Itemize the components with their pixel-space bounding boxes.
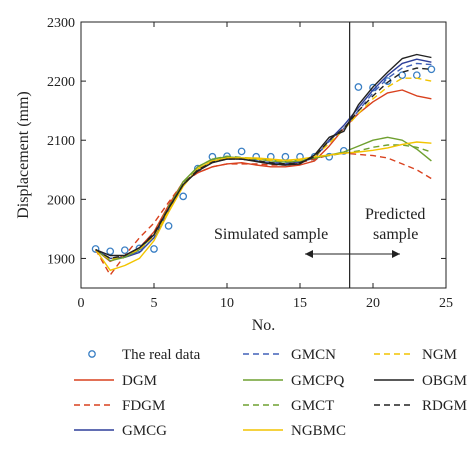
legend-label-rdgm: RDGM <box>422 398 467 414</box>
legend-label-gmcg: GMCG <box>122 423 167 439</box>
y-tick-label: 2100 <box>47 134 75 149</box>
y-axis-title: Displacement (mm) <box>15 91 32 219</box>
legend-label-ngbmc: NGBMC <box>291 423 346 439</box>
plot-area <box>91 53 436 276</box>
x-tick-label: 5 <box>151 296 158 311</box>
legend: The real data DGM FDGM GMCG GMCN GMCPQ GMCT NGB… <box>74 347 467 439</box>
data-point-the-real-data <box>208 152 217 161</box>
x-tick-label: 20 <box>366 296 380 311</box>
annotation-simulated: Simulated sample <box>214 226 328 243</box>
x-tick-label: 10 <box>220 296 234 311</box>
data-point-the-real-data <box>412 71 421 80</box>
legend-label-fdgm: FDGM <box>122 398 165 414</box>
legend-label-dgm: DGM <box>122 373 157 389</box>
data-point-the-real-data <box>120 246 129 255</box>
series-line-rdgm <box>95 67 432 260</box>
x-tick-label: 15 <box>293 296 307 311</box>
series-line-gmcn <box>95 62 432 261</box>
data-point-the-real-data <box>281 152 290 161</box>
axes: 0 5 10 15 20 25 1900 2000 2100 2200 2300 No. Displac… <box>15 16 453 334</box>
x-tick-label: 0 <box>78 296 85 311</box>
series-line-ngm <box>95 77 432 261</box>
series-line-obgm <box>95 53 432 257</box>
series-line-ngbmc <box>95 141 432 271</box>
legend-label-obgm: OBGM <box>422 373 467 389</box>
data-point-the-real-data <box>354 83 363 91</box>
data-point-the-real-data <box>164 222 173 230</box>
y-tick-label: 2200 <box>47 75 75 90</box>
data-point-the-real-data <box>150 245 158 253</box>
data-point-the-real-data <box>91 245 100 253</box>
data-point-the-real-data <box>179 192 188 201</box>
x-tick-label: 25 <box>439 296 453 311</box>
data-point-the-real-data <box>427 65 436 74</box>
data-point-the-real-data <box>252 152 261 161</box>
plot-frame <box>80 21 447 289</box>
y-tick-label: 2300 <box>47 16 75 31</box>
range-arrow-left <box>305 250 313 258</box>
legend-marker-the-real-data <box>88 350 96 358</box>
x-axis-title: No. <box>252 317 276 334</box>
data-point-the-real-data <box>106 247 115 256</box>
annotation-predicted-line1: Predicted <box>365 206 425 223</box>
legend-label-the-real-data: The real data <box>122 347 201 363</box>
y-tick-label: 1900 <box>47 252 75 267</box>
legend-label-gmct: GMCT <box>291 398 334 414</box>
annotation-predicted-line2: sample <box>373 226 418 243</box>
range-arrow-right <box>392 250 400 258</box>
data-point-the-real-data <box>237 147 246 156</box>
annotations: Simulated sample Predicted sample <box>214 206 425 243</box>
legend-label-gmcpq: GMCPQ <box>291 373 345 389</box>
series-line-fdgm <box>94 152 432 276</box>
legend-label-ngm: NGM <box>422 347 457 363</box>
data-point-the-real-data <box>398 71 407 80</box>
series-line-dgm <box>95 89 432 263</box>
y-tick-label: 2000 <box>47 193 75 208</box>
legend-label-gmcn: GMCN <box>291 347 336 363</box>
